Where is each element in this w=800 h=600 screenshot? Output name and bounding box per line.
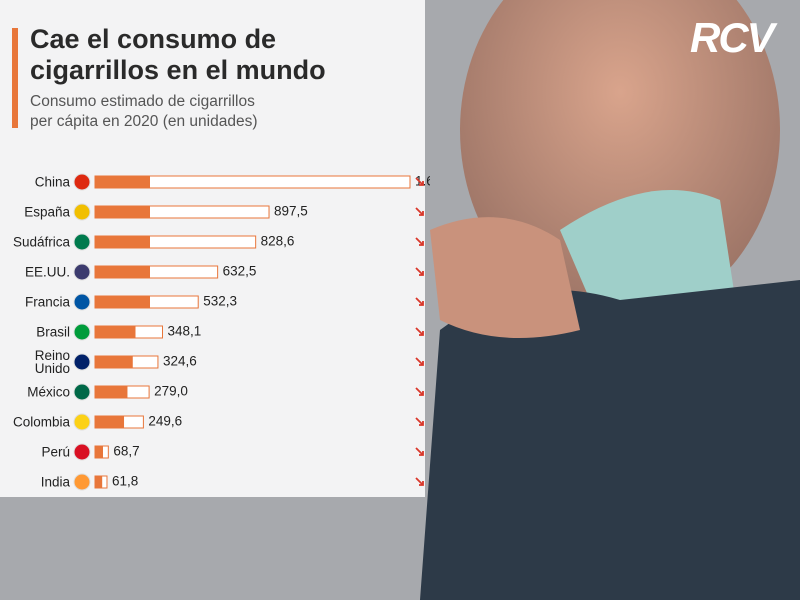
flag-icon: [73, 263, 91, 281]
trend-arrow: [415, 447, 424, 456]
category-label: México: [27, 384, 70, 400]
category-label: Francia: [24, 294, 70, 310]
logo: RCV: [690, 14, 775, 61]
chart-subtitle: Consumo estimado de cigarrillos per cápi…: [30, 93, 258, 130]
category-label: Colombia: [12, 414, 70, 430]
category-label: India: [40, 474, 70, 490]
bar-filter: [95, 266, 150, 278]
value-label: 324,6: [163, 354, 197, 369]
value-label: 279,0: [154, 384, 188, 399]
trend-arrow: [415, 177, 424, 186]
trend-arrow: [415, 267, 424, 276]
value-label: 828,6: [261, 234, 295, 249]
bar-filter: [95, 476, 103, 488]
category-label: China: [34, 174, 70, 190]
flag-icon: [73, 203, 91, 221]
trend-arrow: [415, 417, 424, 426]
category-label: EE.UU.: [24, 264, 70, 280]
trend-arrow: [415, 357, 424, 366]
flag-icon: [73, 443, 91, 461]
chart: 1.624,6897,5828,6632,5532,3348,1324,6279…: [73, 173, 430, 491]
chart-title: Cae el consumo de cigarrillos en el mund…: [30, 24, 326, 85]
bar-filter: [95, 416, 125, 428]
trend-arrow: [415, 207, 424, 216]
flag-icon: [73, 473, 91, 491]
trend-arrow: [415, 387, 424, 396]
category-label: Reino Unido: [34, 348, 70, 376]
trend-arrow: [415, 477, 424, 486]
trend-arrow: [415, 237, 424, 246]
flag-icon: [73, 293, 91, 311]
category-label: Sudáfrica: [12, 234, 70, 250]
bar-filter: [95, 206, 150, 218]
category-label: Perú: [41, 444, 70, 460]
category-label: España: [24, 204, 70, 220]
flag-icon: [73, 413, 91, 431]
flag-icon: [73, 233, 91, 251]
value-label: 532,3: [203, 294, 237, 309]
value-label: 348,1: [167, 324, 201, 339]
bar-filter: [95, 296, 150, 308]
flag-icon: [73, 323, 91, 341]
trend-arrow: [415, 297, 424, 306]
bar-filter: [95, 326, 136, 338]
bar-filter: [95, 236, 150, 248]
value-label: 897,5: [274, 204, 308, 219]
value-label: 68,7: [113, 444, 139, 459]
title-accent: [12, 28, 18, 128]
flag-icon: [73, 173, 91, 191]
flag-icon: [73, 383, 91, 401]
value-label: 632,5: [223, 264, 257, 279]
trend-arrow: [415, 327, 424, 336]
bar-filter: [95, 386, 128, 398]
value-label: 249,6: [148, 414, 182, 429]
value-label: 61,8: [112, 474, 138, 489]
bar-filter: [95, 176, 150, 188]
bar-filter: [95, 356, 133, 368]
flag-icon: [73, 353, 91, 371]
bar-filter: [95, 446, 103, 458]
category-label: Brasil: [36, 324, 70, 340]
